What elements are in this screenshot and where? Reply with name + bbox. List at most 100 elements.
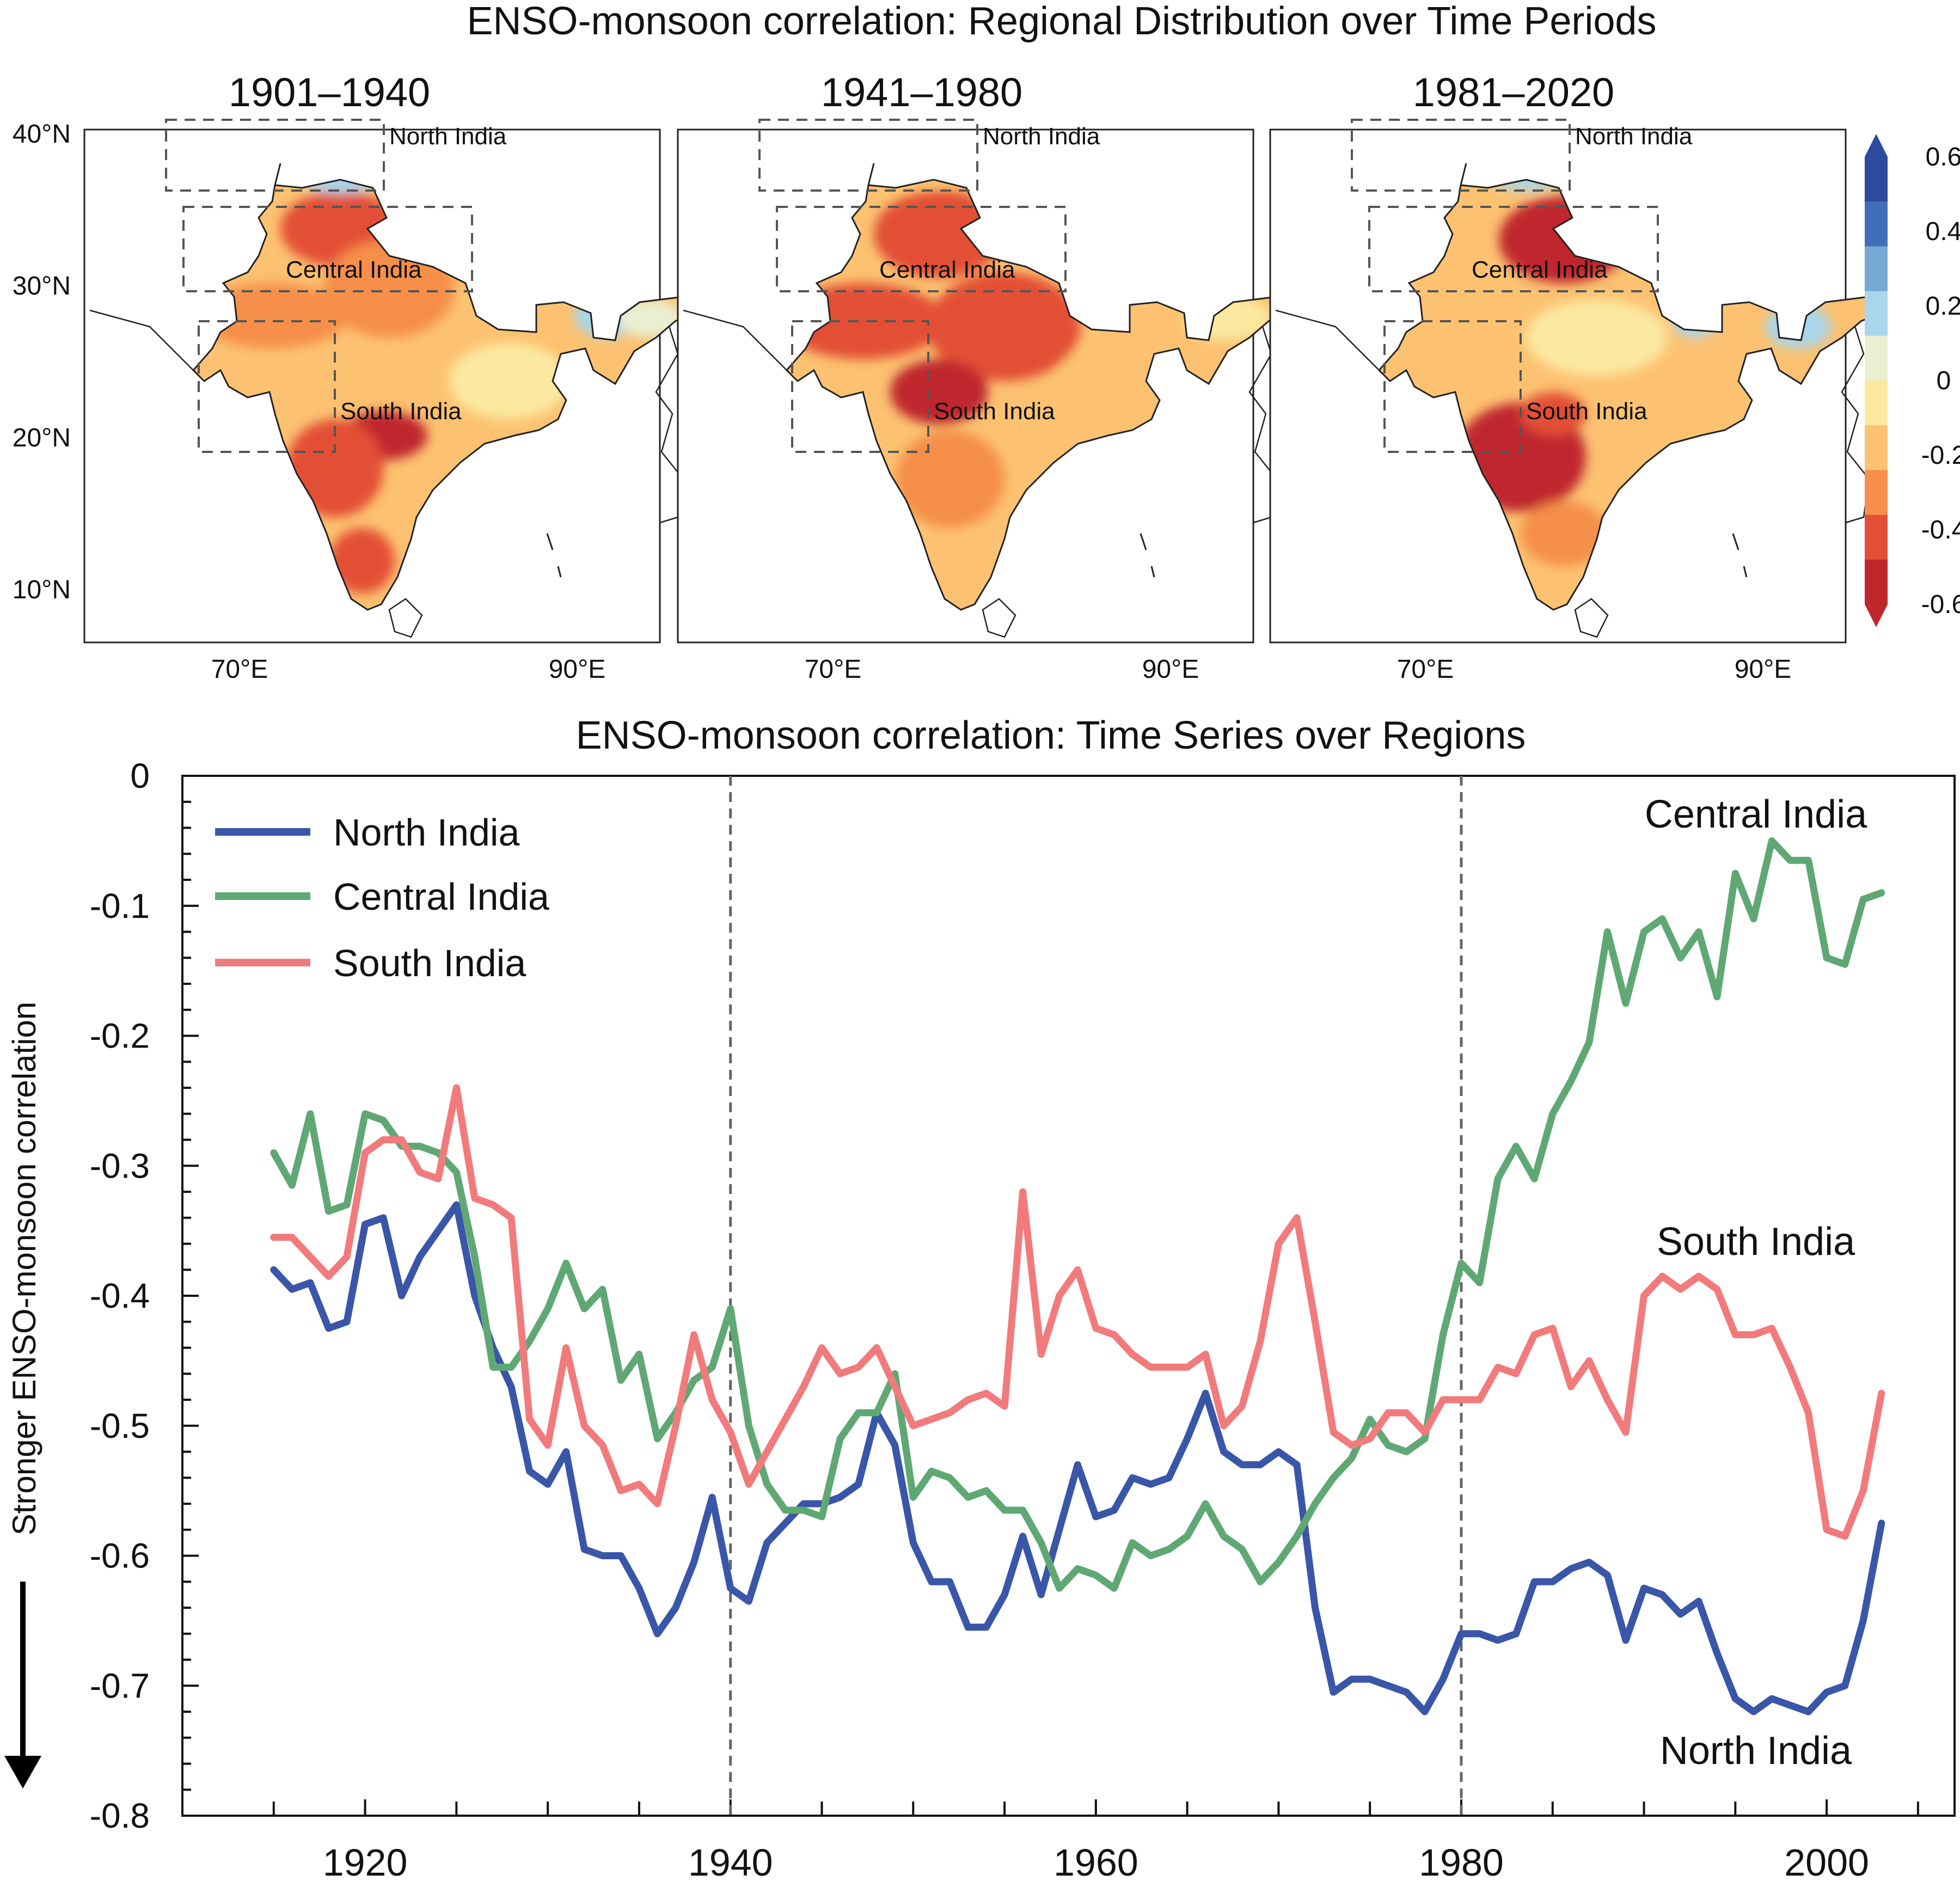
map-panels: North India Central India South India 70°E 9… [83,119,1882,684]
y-tick-label: -0.8 [90,1796,150,1835]
lat-tick-30: 30°N [13,272,71,301]
maps-title: ENSO-monsoon correlation: Regional Distr… [467,0,1657,43]
colorbar-segment [1865,201,1888,247]
shade-patch [1662,348,1749,414]
colorbar-bottom-arrow [1865,604,1888,627]
series-lines [270,837,1885,1716]
region-label: North India [1575,123,1693,150]
y-axis: 0 -0.1 -0.2 -0.3 -0.4 -0.5 -0.6 -0.7 -0.8 [90,756,199,1835]
region-box [1351,119,1571,192]
shade-patch [890,359,988,425]
region-label: North India [983,123,1100,150]
shade-patch [896,430,1004,528]
lon-tick: 90°E [1735,655,1792,684]
colorbar-tick: -0.2 [1921,441,1960,470]
y-tick-label: -0.3 [90,1146,150,1185]
chart-title: ENSO-monsoon correlation: Time Series ov… [576,714,1526,757]
panel-title-3: 1981–2020 [1413,70,1614,115]
islands [546,533,562,578]
y-tick-label: -0.2 [90,1016,150,1056]
region-label: South India [934,398,1055,425]
colorbar-segment [1865,246,1888,292]
y-axis-label: Stronger ENSO-monsoon correlation [6,1002,42,1535]
shade-patch [449,343,569,419]
region-box [776,206,1067,292]
x-tick-label: 1980 [1419,1841,1504,1884]
shade-patch [928,272,1081,381]
legend-label-south: South India [333,942,526,984]
islands [1732,533,1748,578]
region-box [182,206,473,292]
map-panel-2: North India Central India South India 70°E 9… [677,119,1289,684]
colorbar-tick: -0.4 [1921,516,1960,544]
lon-tick: 70°E [211,655,268,684]
colorbar-top-arrow [1865,134,1888,157]
y-tick-label: -0.4 [90,1276,150,1315]
lon-tick: 90°E [1142,655,1199,684]
islands [1140,533,1155,578]
plot-area [181,775,1956,1817]
shade-patch [286,419,384,517]
region-label: Central India [1472,256,1608,283]
sri-lanka-outline [982,598,1016,638]
coastline-west [683,309,787,371]
shade-patch [329,528,395,593]
colorbar-tick: -0.6 [1921,590,1960,619]
x-tick-label: 1940 [688,1841,773,1884]
map-panel-1: North India Central India South India 70°E 9… [83,119,696,684]
coastline [1841,302,1870,524]
legend-label-north: North India [333,811,519,854]
coastline-west [1275,309,1380,371]
colorbar-tick: 0 [1937,366,1951,395]
shade-patch [1059,343,1157,408]
india-outline [785,163,1289,611]
region-box [165,119,385,192]
region-label: Central India [286,256,422,283]
series-line-north [270,1201,1885,1716]
lat-tick-20: 20°N [13,424,71,452]
region-box [758,119,978,192]
map-panel-3: North India Central India South India 70°E 9… [1269,119,1882,684]
legend: North India Central India South India [215,811,549,984]
region-box [791,320,929,453]
series-line-south [270,1084,1885,1540]
series-line-central [270,837,1885,1592]
end-label-central: Central India [1645,793,1867,836]
region-box [1368,206,1659,292]
colorbar-segment [1865,157,1888,203]
india-outline [1377,163,1882,611]
region-box [1383,320,1522,453]
x-tick-label: 1920 [323,1841,408,1884]
shade-patch [1521,392,1586,436]
map-content: North India Central India South India 70°E 9… [683,119,1289,684]
y-tick-label: -0.1 [90,886,150,926]
india-outline [192,163,696,611]
lat-tick-10: 10°N [13,575,71,604]
lat-tick-40: 40°N [13,120,71,149]
colorbar: 0.6 0.4 0.2 0 -0.2 -0.4 -0.6 [1865,134,1960,627]
shade-patch [1521,501,1608,566]
legend-label-central: Central India [333,875,549,918]
sri-lanka-outline [1574,598,1609,638]
y-tick-label: -0.5 [90,1406,150,1445]
lon-tick: 90°E [549,655,606,684]
lon-tick: 70°E [1397,655,1454,684]
colorbar-tick: 0.4 [1926,217,1960,246]
x-axis: 1920 1940 1960 1980 2000 [272,1799,1919,1884]
region-label: South India [340,398,462,425]
end-label-north: North India [1660,1729,1852,1773]
region-box [198,320,336,453]
lon-tick: 70°E [805,655,862,684]
y-tick-label: -0.6 [90,1536,150,1576]
region-label: North India [389,123,507,150]
colorbar-segment [1865,381,1888,426]
down-arrow-icon [4,1756,41,1788]
region-label: South India [1526,398,1647,425]
colorbar-segment [1865,291,1888,336]
coastline-west [89,309,194,371]
panel-title-2: 1941–1980 [821,70,1022,115]
end-label-south: South India [1657,1220,1855,1264]
colorbar-segment [1865,559,1888,605]
shade-patch [874,191,1004,278]
